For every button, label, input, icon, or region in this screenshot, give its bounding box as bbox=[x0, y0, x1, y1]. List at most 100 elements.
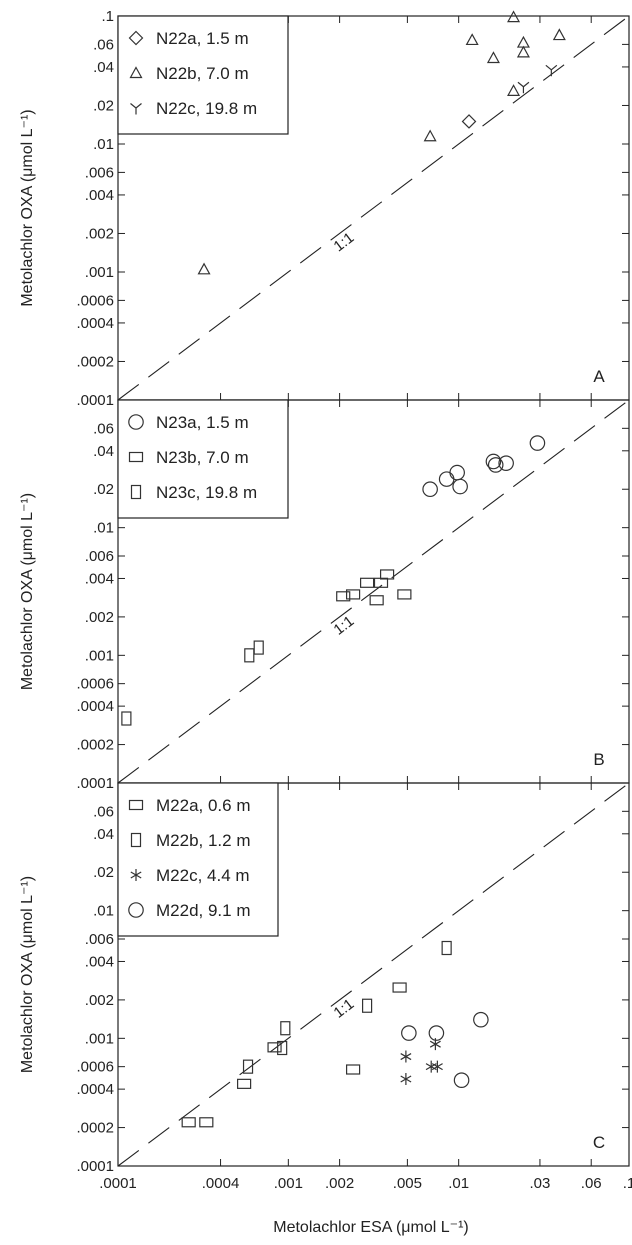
panel-b-legend-marker-shape bbox=[128, 414, 144, 430]
panel-c-xtick-label: .0001 bbox=[99, 1175, 137, 1192]
panel-a-series1-point bbox=[423, 129, 437, 142]
panel-c-xtick-label: .01 bbox=[448, 1175, 469, 1192]
panel-c-y-axis-label: Metolachlor OXA (μmol L⁻¹) bbox=[19, 876, 36, 1073]
panel-c-series0-point bbox=[237, 1078, 252, 1089]
panel-c-ytick-label: .002 bbox=[85, 992, 114, 1009]
panel-a-series1-point-shape bbox=[516, 35, 530, 48]
panel-c-series2-point bbox=[425, 1060, 437, 1073]
panel-b-ytick-label: .06 bbox=[93, 420, 114, 437]
panel-b-series1-point bbox=[359, 577, 375, 588]
panel-a-ytick-label: .04 bbox=[93, 59, 114, 76]
panel-a-ytick-label: .0004 bbox=[76, 315, 114, 332]
panel-a-ytick-label: .0001 bbox=[76, 392, 114, 409]
panel-c-legend-marker-shape bbox=[130, 832, 142, 848]
panel-b-series0-point-shape bbox=[529, 435, 546, 451]
panel-b-series1-point bbox=[379, 569, 395, 580]
panel-a-series1-point bbox=[197, 262, 211, 275]
panel-a-series1-point-shape bbox=[516, 45, 530, 58]
panel-c-1to1-line bbox=[117, 782, 630, 1167]
panel-c-series2-point bbox=[400, 1073, 412, 1086]
panel-b-series1-point bbox=[336, 591, 351, 602]
panel-a-series0-point bbox=[461, 114, 477, 129]
panel-a-ytick-label: .004 bbox=[85, 187, 114, 204]
panel-a-label: A bbox=[593, 367, 605, 386]
panel-c-series1-point-shape bbox=[277, 1040, 288, 1056]
panel-c-series0-point-shape bbox=[181, 1117, 196, 1128]
panel-c-series2-point-shape bbox=[400, 1073, 412, 1086]
panel-c-series3-point bbox=[428, 1025, 445, 1041]
panel-b-legend-marker bbox=[128, 451, 144, 463]
panel-a-ytick-label: .02 bbox=[93, 97, 114, 114]
panel-c-series0-point bbox=[181, 1117, 196, 1128]
panel-b-series1-point-shape bbox=[345, 589, 361, 600]
panel-a-series1-point bbox=[516, 35, 530, 48]
panel-c-series2-point-shape bbox=[425, 1060, 437, 1073]
panel-b-ytick-label: .0001 bbox=[76, 775, 114, 792]
panel-a-legend-marker-shape bbox=[130, 103, 142, 115]
panel-a-legend-marker bbox=[129, 66, 143, 79]
panel-b-legend-marker-shape bbox=[130, 484, 142, 500]
panel-c-ytick-label: .06 bbox=[93, 803, 114, 820]
panel-b-ytick-label: .001 bbox=[85, 647, 114, 664]
panel-a-series1-point-shape bbox=[507, 84, 521, 96]
panel-c-series0-point bbox=[392, 982, 407, 993]
panel-c-series1-point bbox=[441, 940, 452, 956]
panel-b-series1-point-shape bbox=[369, 595, 384, 606]
panel-c-ytick-label: .0001 bbox=[76, 1158, 114, 1175]
panel-b-ytick-label: .0006 bbox=[76, 676, 114, 693]
panel-c-series1-point bbox=[242, 1059, 254, 1074]
panel-b-ytick-label: .0004 bbox=[76, 698, 114, 715]
panel-a-legend-entry: N22c, 19.8 m bbox=[156, 99, 257, 118]
x-axis-label: Metolachlor ESA (μmol L⁻¹) bbox=[273, 1219, 469, 1236]
panel-c-series1-point-shape bbox=[280, 1021, 291, 1036]
panel-c-series3-point-shape bbox=[453, 1072, 470, 1088]
panel-c-1to1-label: 1:1 bbox=[331, 996, 358, 1022]
panel-b-series0-point-shape bbox=[485, 453, 502, 470]
panel-b-series0-point bbox=[449, 464, 465, 481]
panel-b-series2-point bbox=[244, 648, 255, 663]
panel-c-frame bbox=[117, 782, 630, 1167]
panel-a-series1-point bbox=[507, 84, 521, 96]
panel-a-series1-point-shape bbox=[552, 28, 566, 41]
panel-c-xtick-label: .002 bbox=[325, 1175, 354, 1192]
panel-b-series0-point bbox=[485, 453, 502, 470]
panel-c-xtick-label: .03 bbox=[530, 1175, 551, 1192]
panel-b-series0-point-shape bbox=[449, 464, 465, 481]
panel-c-series0-point-shape bbox=[392, 982, 407, 993]
panel-a-ytick-label: .001 bbox=[85, 264, 114, 281]
panel-c-legend-entry: M22c, 4.4 m bbox=[156, 866, 250, 885]
panel-c-label: C bbox=[593, 1133, 605, 1152]
panel-c-legend-entry: M22b, 1.2 m bbox=[156, 831, 251, 850]
panel-c-ytick-label: .0006 bbox=[76, 1059, 114, 1076]
panel-c-legend-marker bbox=[128, 902, 144, 918]
panel-c: 1:1 .0001 .0002 .0004 .0006 .001 .002 .004 .006.… bbox=[19, 782, 632, 1192]
panel-a-series1-point-shape bbox=[465, 33, 479, 46]
panel-b-legend-entry: N23b, 7.0 m bbox=[156, 448, 249, 467]
panel-a-legend-marker-shape bbox=[128, 30, 144, 46]
panel-b-series0-point bbox=[498, 455, 514, 471]
panel-b-1to1-line bbox=[117, 399, 630, 784]
panel-c-xtick-label: .1 bbox=[623, 1175, 632, 1192]
panel-b-series1-point-shape bbox=[379, 569, 395, 580]
panel-c-legend-marker bbox=[128, 799, 144, 811]
panel-b-ytick-label: .01 bbox=[93, 520, 114, 537]
panel-c-series3-point bbox=[473, 1011, 489, 1028]
panel-c-ytick-label: .001 bbox=[85, 1030, 114, 1047]
panel-a-series2-point bbox=[517, 81, 530, 94]
panel-c-series1-point-shape bbox=[361, 998, 373, 1013]
panel-c-legend-box bbox=[117, 782, 279, 937]
panel-c-series1-point-shape bbox=[441, 940, 452, 956]
panel-a-legend-entry: N22a, 1.5 m bbox=[156, 29, 249, 48]
panel-c-ytick-label: .04 bbox=[93, 826, 114, 843]
panel-c-xtick-label: .0004 bbox=[202, 1175, 240, 1192]
panel-a-legend-marker bbox=[130, 103, 142, 115]
panel-a-ytick-label: .0002 bbox=[76, 353, 114, 370]
panel-c-legend: M22a, 0.6 m M22b, 1.2 m M22c, 4.4 m M22d, 9… bbox=[117, 782, 279, 937]
panel-c-series3-point-shape bbox=[473, 1011, 489, 1028]
panel-b-ytick-label: .02 bbox=[93, 481, 114, 498]
panel-b-series0-point-shape bbox=[452, 478, 468, 495]
panel-b-series2-point-shape bbox=[244, 648, 255, 663]
panel-b-label: B bbox=[593, 750, 604, 769]
panel-b-series1-point-shape bbox=[336, 591, 351, 602]
